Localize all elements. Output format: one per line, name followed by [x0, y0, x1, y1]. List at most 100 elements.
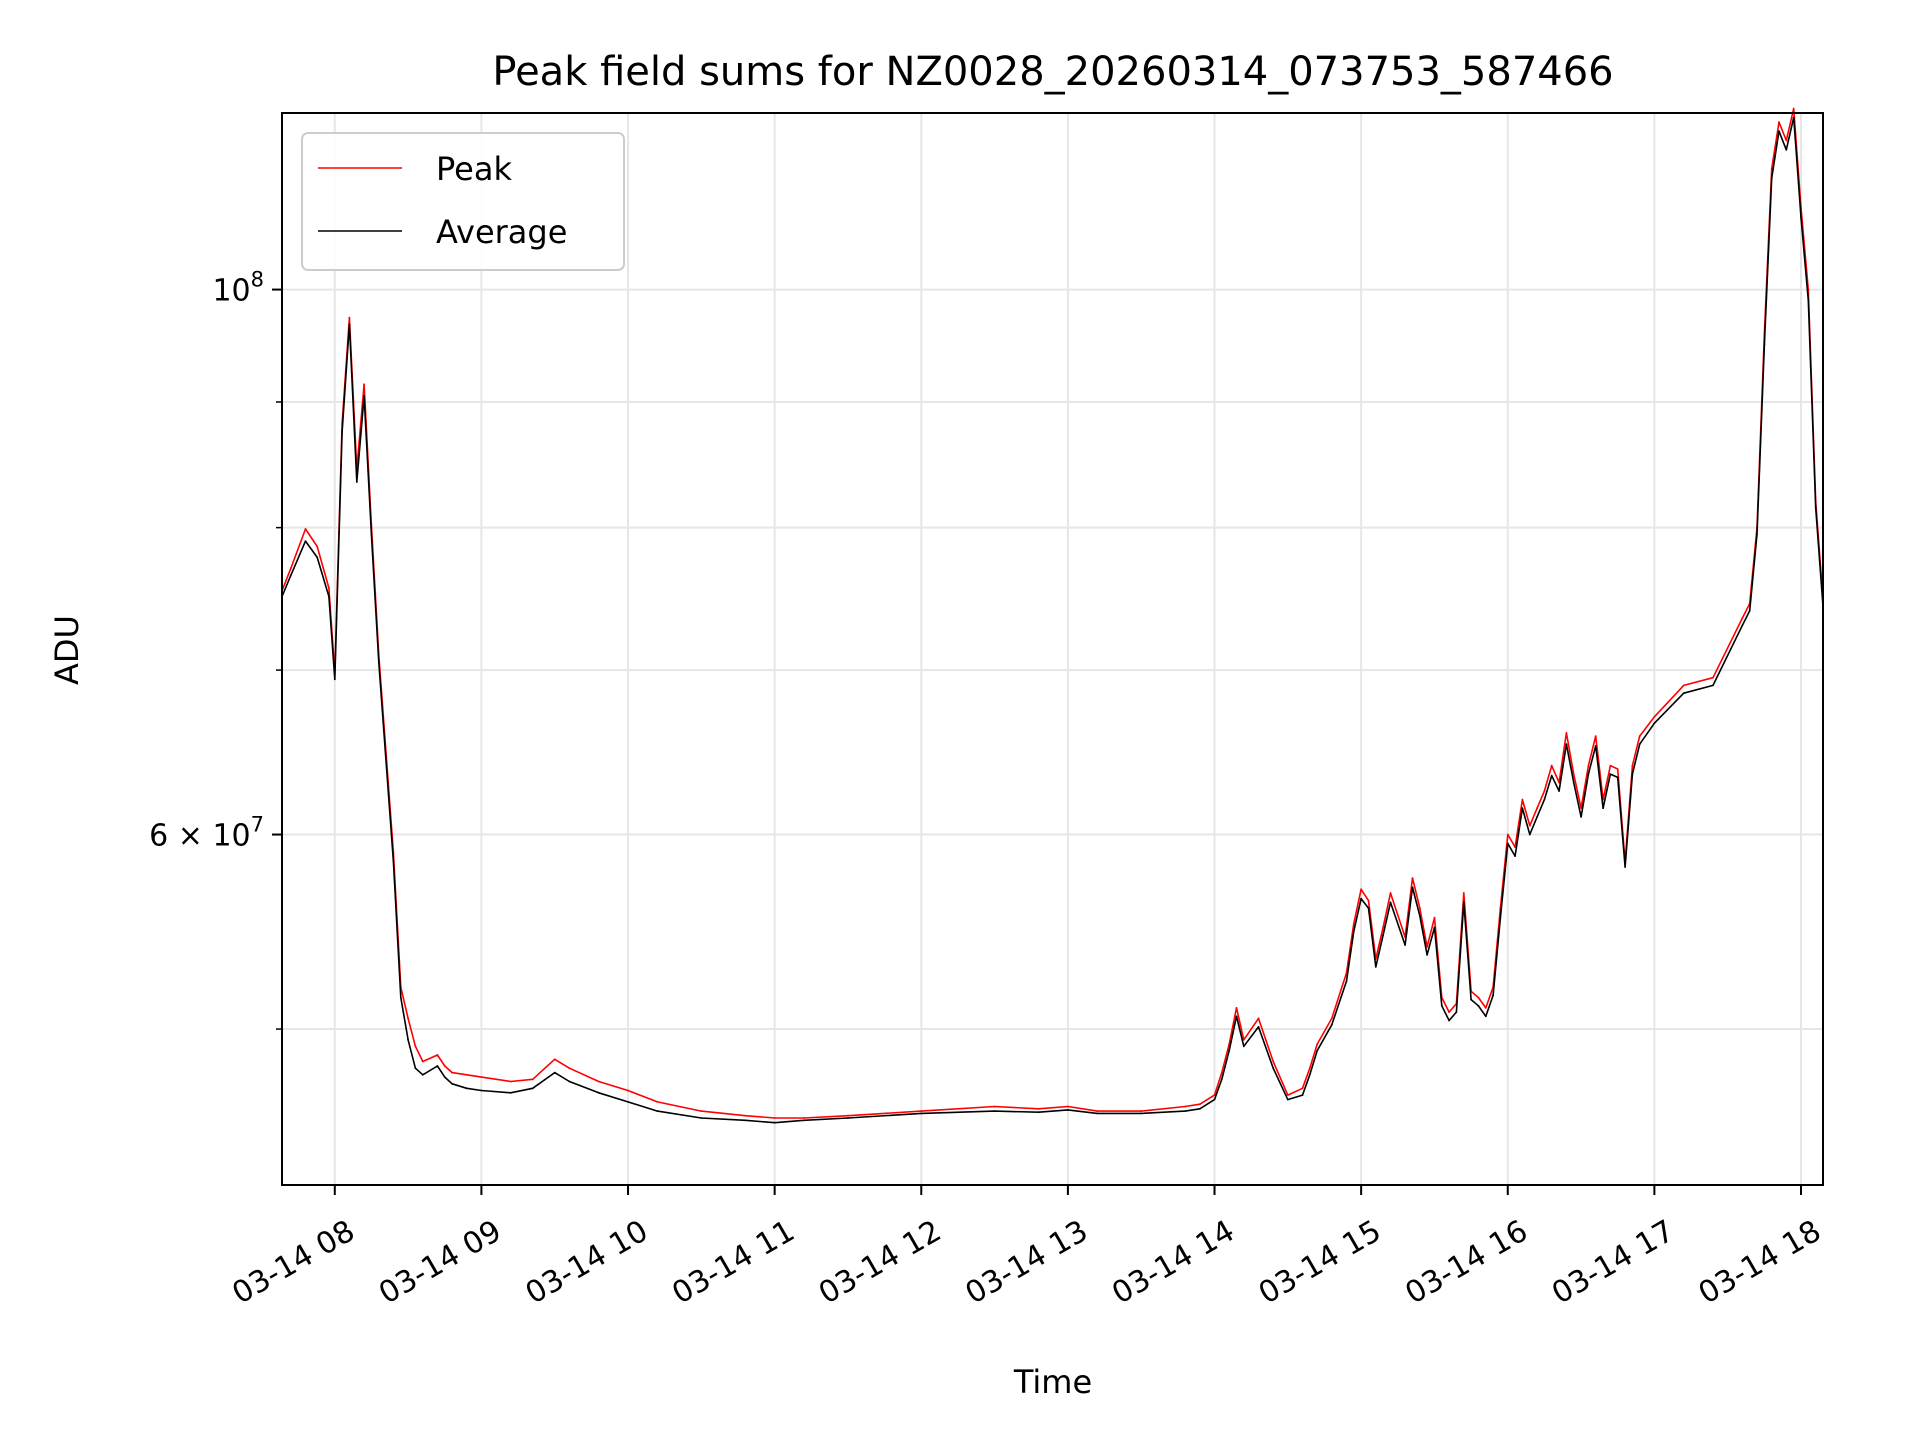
peak-data-point	[1037, 1107, 1040, 1110]
average-data-point	[451, 1082, 453, 1085]
average-data-point	[1770, 177, 1773, 180]
average-data-point	[627, 1101, 629, 1103]
average-data-point	[1316, 1049, 1319, 1052]
peak-data-point	[1316, 1043, 1319, 1045]
average-data-point	[1235, 1015, 1238, 1018]
average-data-point	[1220, 1078, 1223, 1081]
peak-data-point	[1785, 139, 1788, 142]
x-tick-label: 03-14 15	[1253, 1214, 1387, 1312]
peak-data-point	[1228, 1043, 1231, 1045]
y-tick-base: 10	[212, 274, 250, 309]
peak-data-point	[1462, 892, 1465, 894]
average-data-point	[1067, 1109, 1069, 1111]
peak-data-point	[1536, 807, 1538, 810]
average-data-point	[1426, 954, 1428, 956]
average-data-point	[1462, 901, 1465, 904]
average-data-point	[700, 1117, 703, 1119]
peak-data-point	[1514, 846, 1516, 848]
peak-data-point	[451, 1071, 453, 1074]
y-tick-exponent: 8	[251, 268, 264, 292]
average-data-point	[1440, 1004, 1443, 1007]
peak-data-point	[553, 1058, 556, 1061]
average-data-point	[1242, 1045, 1245, 1048]
average-data-point	[1499, 916, 1502, 919]
average-data-point	[656, 1110, 659, 1112]
average-data-point	[1330, 1023, 1333, 1026]
average-data-point	[1631, 773, 1634, 775]
x-tick-label: 03-14 18	[1693, 1214, 1827, 1312]
peak-data-point	[1712, 676, 1714, 679]
peak-data-point	[414, 1045, 417, 1048]
average-data-point	[1565, 743, 1568, 746]
peak-data-point	[1096, 1110, 1099, 1112]
x-axis-title: Time	[1013, 1363, 1092, 1401]
plot-frame	[281, 112, 1824, 1186]
peak-data-point	[1484, 1007, 1487, 1009]
average-data-point	[377, 661, 380, 664]
peak-data-point	[1140, 1110, 1143, 1112]
peak-data-point	[1067, 1105, 1069, 1108]
average-data-point	[465, 1087, 468, 1090]
peak-data-point	[1389, 892, 1392, 894]
average-data-point	[421, 1073, 424, 1076]
x-tick-label: 03-14 08	[226, 1214, 360, 1312]
peak-data-point	[421, 1060, 424, 1063]
average-data-point	[1602, 807, 1604, 810]
average-data-point	[414, 1067, 417, 1070]
peak-data-point	[803, 1117, 805, 1119]
average-data-point	[531, 1087, 534, 1090]
peak-data-point	[1199, 1103, 1201, 1106]
average-data-point	[920, 1112, 923, 1115]
average-data-point	[363, 395, 365, 397]
average-data-point	[341, 431, 343, 433]
average-data-point	[289, 574, 292, 577]
peak-data-point	[1286, 1094, 1289, 1096]
peak-data-point	[1235, 1007, 1238, 1009]
average-data-point	[1800, 216, 1802, 219]
peak-data-point	[1587, 764, 1590, 767]
average-data-point	[1272, 1067, 1275, 1070]
average-data-point	[1543, 798, 1546, 801]
average-data-point	[597, 1091, 600, 1094]
peak-data-point	[1301, 1087, 1304, 1090]
peak-data-point	[656, 1101, 659, 1103]
grid	[282, 113, 1823, 1185]
average-data-point	[509, 1091, 512, 1094]
peak-data-point	[1367, 899, 1370, 902]
average-data-point	[1609, 773, 1612, 775]
average-data-point	[1536, 816, 1538, 818]
average-data-point	[1506, 842, 1509, 845]
y-tick-mantissa: 6 ×	[149, 819, 212, 854]
average-data-point	[1411, 886, 1414, 889]
average-data-point	[1814, 506, 1817, 509]
average-data-point	[443, 1076, 446, 1078]
average-data-point	[1572, 781, 1575, 784]
average-data-point	[370, 533, 373, 536]
peak-data-point	[1242, 1038, 1245, 1041]
average-data-point	[1748, 609, 1751, 612]
chart-title: Peak field sums for NZ0028_20260314_0737…	[492, 49, 1613, 95]
average-data-point	[1352, 930, 1355, 933]
peak-data-point	[1682, 684, 1685, 687]
peak-data-point	[1550, 764, 1553, 767]
peak-data-point	[1308, 1067, 1311, 1070]
average-data-point	[1184, 1110, 1187, 1112]
legend-peak-label: Peak	[436, 150, 512, 188]
average-data-point	[480, 1089, 483, 1092]
peak-data-point	[1565, 732, 1568, 734]
peak-data-point	[1521, 798, 1524, 801]
peak-data-point	[1257, 1017, 1260, 1020]
average-data-point	[773, 1121, 776, 1124]
average-data-point	[1741, 624, 1744, 627]
peak-data-point	[304, 528, 307, 530]
peak-data-point	[1382, 926, 1384, 929]
y-axis-title: ADU	[48, 615, 86, 685]
average-data-point	[1286, 1098, 1289, 1101]
peak-data-point	[700, 1110, 703, 1112]
average-data-point	[1433, 926, 1436, 929]
peak-data-point	[1506, 833, 1509, 836]
average-data-point	[328, 595, 330, 598]
average-data-point	[1778, 130, 1780, 133]
average-data-point	[1514, 855, 1516, 857]
